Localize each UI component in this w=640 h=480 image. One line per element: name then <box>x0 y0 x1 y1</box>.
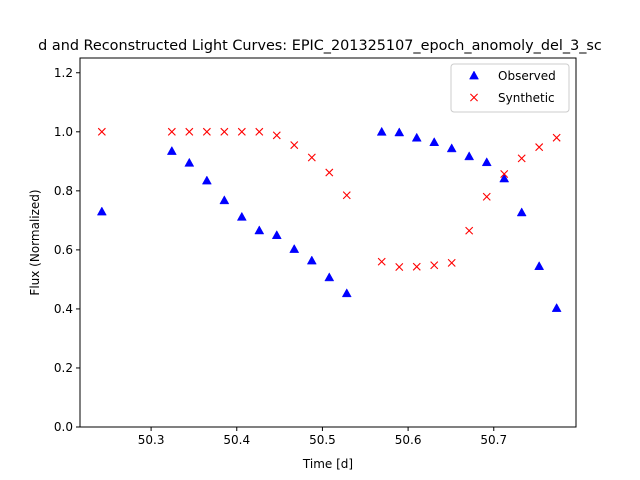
synthetic-point <box>430 261 439 270</box>
y-axis-ticks: 0.0 0.2 0.4 0.6 0.8 1.0 1.2 <box>54 66 80 434</box>
observed-point <box>481 157 492 167</box>
observed-point <box>551 303 562 312</box>
observed-point <box>411 132 422 142</box>
synthetic-point <box>237 127 246 136</box>
y-tick-label: 0.6 <box>54 243 73 257</box>
synthetic-point <box>202 127 211 136</box>
x-axis-ticks: 50.3 50.4 50.5 50.6 50.7 <box>138 427 507 447</box>
observed-point <box>96 206 107 216</box>
synthetic-point <box>395 263 404 271</box>
observed-point <box>289 243 300 253</box>
synthetic-point <box>482 192 491 201</box>
observed-point <box>464 151 475 161</box>
observed-point <box>516 207 527 217</box>
synthetic-point <box>500 170 509 179</box>
synthetic-point <box>167 127 176 136</box>
legend-synthetic-marker <box>470 93 478 102</box>
observed-point <box>219 195 230 205</box>
y-tick-label: 0.8 <box>54 184 73 198</box>
observed-point <box>184 157 195 167</box>
observed-point <box>341 288 352 298</box>
synthetic-point <box>465 226 474 235</box>
synthetic-point <box>220 127 229 136</box>
observed-point <box>394 127 405 137</box>
x-axis-label: Time [d] <box>302 457 353 471</box>
y-tick-label: 0.0 <box>54 420 73 434</box>
synthetic-point <box>412 262 421 271</box>
y-axis-label: Flux (Normalized) <box>28 189 42 295</box>
observed-point <box>376 126 387 136</box>
observed-point <box>446 143 457 153</box>
observed-point <box>306 255 317 265</box>
synthetic-point <box>517 154 526 163</box>
synthetic-point <box>377 257 386 266</box>
y-tick-label: 1.0 <box>54 125 73 139</box>
legend-cross-icon <box>470 93 478 102</box>
legend-box <box>450 63 570 113</box>
observed-point <box>429 137 440 146</box>
x-tick-label: 50.7 <box>480 433 507 447</box>
synthetic-point <box>290 141 299 150</box>
y-tick-label: 1.2 <box>54 66 73 80</box>
legend: Observed Synthetic <box>450 63 570 113</box>
synthetic-point <box>307 153 316 162</box>
observed-point <box>254 225 265 235</box>
axes-frame <box>79 57 577 428</box>
x-tick-label: 50.5 <box>309 433 336 447</box>
x-tick-label: 50.6 <box>395 433 422 447</box>
data-markers <box>96 126 562 312</box>
observed-point <box>201 175 212 185</box>
synthetic-point <box>272 131 281 140</box>
legend-triangle-icon <box>469 70 479 80</box>
plot-area <box>79 57 577 428</box>
legend-observed-marker <box>469 70 479 80</box>
chart-title: d and Reconstructed Light Curves: EPIC_2… <box>38 38 602 54</box>
x-tick-label: 50.4 <box>223 433 250 447</box>
synthetic-point <box>185 127 194 136</box>
synthetic-point <box>342 191 351 200</box>
observed-point <box>499 173 510 183</box>
synthetic-point <box>535 143 544 152</box>
observed-point <box>534 261 545 270</box>
y-tick-label: 0.4 <box>54 302 73 316</box>
x-tick-label: 50.3 <box>138 433 165 447</box>
legend-synthetic-label: Synthetic <box>498 91 555 105</box>
observed-point <box>271 230 282 239</box>
legend-observed-label: Observed <box>498 69 556 83</box>
synthetic-point <box>97 127 106 136</box>
synthetic-point <box>552 133 561 142</box>
observed-point <box>324 272 335 282</box>
observed-point <box>236 211 247 221</box>
synthetic-point <box>447 258 456 267</box>
observed-point <box>166 145 177 155</box>
synthetic-point <box>325 168 334 177</box>
synthetic-point <box>255 127 264 136</box>
y-tick-label: 0.2 <box>54 361 73 375</box>
